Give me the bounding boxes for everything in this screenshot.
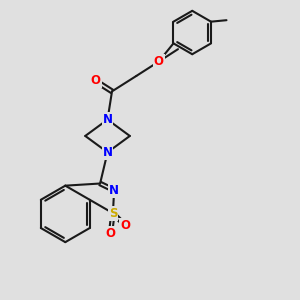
Text: O: O <box>91 74 100 88</box>
Text: O: O <box>120 219 130 232</box>
Text: O: O <box>154 55 164 68</box>
Text: N: N <box>103 113 112 126</box>
Text: N: N <box>109 184 119 197</box>
Text: S: S <box>109 207 117 220</box>
Text: N: N <box>103 146 112 159</box>
Text: O: O <box>106 227 116 240</box>
